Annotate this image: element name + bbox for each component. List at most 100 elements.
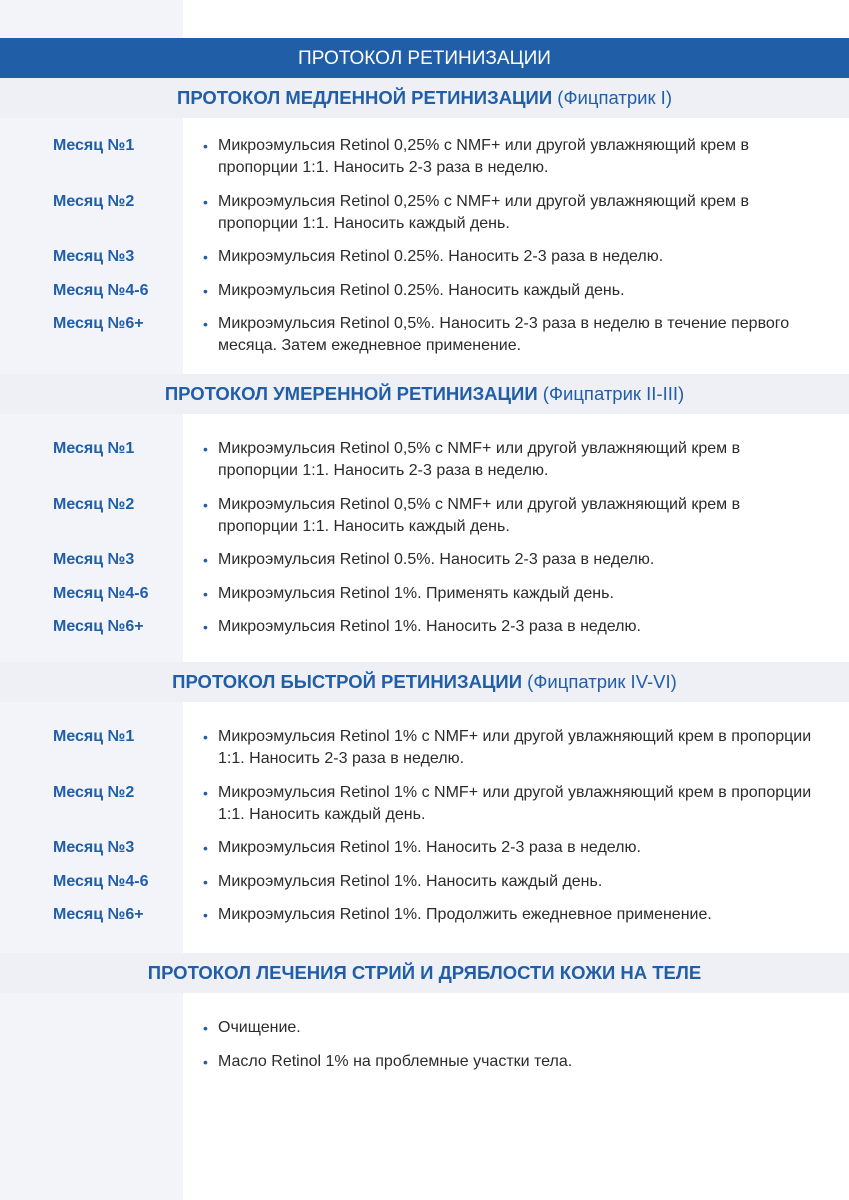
section-rows: Месяц №1 • Микроэмульсия Retinol 0,25% с N… <box>0 135 849 369</box>
item-text-container: • Микроэмульсия Retinol 0.25%. Наносить 2… <box>203 246 818 268</box>
list-item: Месяц №4-6 • Микроэмульсия Retinol 1%. При… <box>0 583 849 605</box>
item-text: Микроэмульсия Retinol 0,25% с NMF+ или д… <box>218 192 749 232</box>
section-title: ПРОТОКОЛ УМЕРЕННОЙ РЕТИНИЗАЦИИ <box>164 383 538 404</box>
item-text: Микроэмульсия Retinol 1%. Продолжить еже… <box>218 906 712 923</box>
bullet-icon: • <box>203 784 208 801</box>
list-item: Месяц №6+ • Микроэмульсия Retinol 0,5%. На… <box>0 313 849 357</box>
list-item: Месяц №4-6 • Микроэмульсия Retinol 1%. Нан… <box>0 871 849 893</box>
left-band <box>0 0 183 1200</box>
item-text: Микроэмульсия Retinol 1%. Наносить кажды… <box>218 872 603 890</box>
section-subtitle: (Фицпатрик II-III) <box>542 383 685 404</box>
item-text: Микроэмульсия Retinol 0,5% с NMF+ или др… <box>218 440 741 479</box>
month-label: Месяц №6+ <box>53 906 144 923</box>
section-heading: ПРОТОКОЛ ЛЕЧЕНИЯ СТРИЙ И ДРЯБЛОСТИ КОЖИ … <box>0 953 849 993</box>
item-text: Микроэмульсия Retinol 0,5% с NMF+ или др… <box>218 495 741 535</box>
item-text: Микроэмульсия Retinol 0.5%. Наносить 2-3… <box>218 551 655 568</box>
item-text-container: • Масло Retinol 1% на проблемные участки … <box>203 1051 818 1073</box>
month-label: Месяц №4-6 <box>53 872 149 890</box>
month-label: Месяц №1 <box>53 137 135 154</box>
bullet-icon: • <box>203 138 208 154</box>
month-label: Месяц №3 <box>53 551 135 568</box>
item-text-container: • Микроэмульсия Retinol 1% с NMF+ или дру… <box>203 782 818 826</box>
month-label <box>0 1017 203 1039</box>
section-rows: Месяц №1 • Микроэмульсия Retinol 1% с NMF+… <box>0 726 849 938</box>
month-label: Месяц №2 <box>53 192 135 210</box>
item-text: Микроэмульсия Retinol 1%. Наносить 2-3 р… <box>218 839 641 856</box>
item-text: Микроэмульсия Retinol 0.25%. Наносить 2-… <box>218 248 664 265</box>
bullet-icon: • <box>203 496 208 513</box>
bullet-icon: • <box>203 585 208 602</box>
item-text-container: • Микроэмульсия Retinol 0,5%. Наносить 2-… <box>203 313 818 357</box>
item-text: Микроэмульсия Retinol 1%. Наносить 2-3 р… <box>218 618 641 635</box>
month-label: Месяц №3 <box>53 248 135 265</box>
section-heading: ПРОТОКОЛ МЕДЛЕННОЙ РЕТИНИЗАЦИИ (Фицпатри… <box>0 78 849 118</box>
bullet-icon: • <box>203 873 208 890</box>
list-item: Месяц №1 • Микроэмульсия Retinol 1% с NMF+… <box>0 726 849 770</box>
section-title: ПРОТОКОЛ МЕДЛЕННОЙ РЕТИНИЗАЦИИ <box>177 87 553 108</box>
list-item: Месяц №3 • Микроэмульсия Retinol 0.5%. Нан… <box>0 549 849 571</box>
section-heading: ПРОТОКОЛ БЫСТРОЙ РЕТИНИЗАЦИИ (Фицпатрик … <box>0 662 849 702</box>
list-item: • Очищение. <box>0 1017 849 1039</box>
item-text-container: • Микроэмульсия Retinol 1%. Применять каж… <box>203 583 818 605</box>
bullet-icon: • <box>203 441 208 457</box>
bullet-icon: • <box>203 1054 208 1070</box>
month-label: Месяц №1 <box>53 728 135 745</box>
month-label: Месяц №2 <box>53 783 135 801</box>
item-text: Микроэмульсия Retinol 0,5%. Наносить 2-3… <box>218 315 790 354</box>
item-text-container: • Очищение. <box>203 1017 818 1039</box>
section-subtitle: (Фицпатрик IV-VI) <box>527 671 677 692</box>
bullet-icon: • <box>203 316 208 332</box>
list-item: Месяц №1 • Микроэмульсия Retinol 0,25% с N… <box>0 135 849 179</box>
item-text-container: • Микроэмульсия Retinol 0,25% с NMF+ или … <box>203 135 818 179</box>
item-text-container: • Микроэмульсия Retinol 0.25%. Наносить к… <box>203 280 818 302</box>
month-label: Месяц №4-6 <box>53 281 149 299</box>
page-title: ПРОТОКОЛ РЕТИНИЗАЦИИ <box>0 38 849 78</box>
list-item: • Масло Retinol 1% на проблемные участки … <box>0 1051 849 1073</box>
item-text: Масло Retinol 1% на проблемные участки т… <box>218 1053 573 1070</box>
bullet-icon: • <box>203 193 208 210</box>
bullet-icon: • <box>203 729 208 745</box>
item-text-container: • Микроэмульсия Retinol 1%. Наносить 2-3 … <box>203 616 818 638</box>
month-label: Месяц №4-6 <box>53 584 149 602</box>
item-text: Микроэмульсия Retinol 1%. Применять кажд… <box>218 584 614 602</box>
section-title: ПРОТОКОЛ ЛЕЧЕНИЯ СТРИЙ И ДРЯБЛОСТИ КОЖИ … <box>147 962 702 983</box>
month-label: Месяц №3 <box>53 839 135 856</box>
item-text-container: • Микроэмульсия Retinol 1% с NMF+ или дру… <box>203 726 818 770</box>
list-item: Месяц №2 • Микроэмульсия Retinol 0,5% с NM… <box>0 494 849 538</box>
section-rows: Месяц №1 • Микроэмульсия Retinol 0,5% с NM… <box>0 438 849 650</box>
item-text: Очищение. <box>218 1019 301 1036</box>
item-text-container: • Микроэмульсия Retinol 0,5% с NMF+ или д… <box>203 438 818 482</box>
item-text-container: • Микроэмульсия Retinol 1%. Наносить 2-3 … <box>203 837 818 859</box>
month-label: Месяц №6+ <box>53 618 144 635</box>
list-item: Месяц №1 • Микроэмульсия Retinol 0,5% с NM… <box>0 438 849 482</box>
list-item: Месяц №3 • Микроэмульсия Retinol 0.25%. На… <box>0 246 849 268</box>
item-text-container: • Микроэмульсия Retinol 0.5%. Наносить 2-… <box>203 549 818 571</box>
item-text-container: • Микроэмульсия Retinol 1%. Продолжить еж… <box>203 904 818 926</box>
item-text: Микроэмульсия Retinol 0,25% с NMF+ или д… <box>218 137 749 176</box>
month-label: Месяц №2 <box>53 495 135 513</box>
section-rows: • Очищение. • Масло Retinol 1% на проблемны… <box>0 1017 849 1085</box>
list-item: Месяц №6+ • Микроэмульсия Retinol 1%. Нано… <box>0 616 849 638</box>
month-label: Месяц №1 <box>53 440 135 457</box>
list-item: Месяц №4-6 • Микроэмульсия Retinol 0.25%. … <box>0 280 849 302</box>
list-item: Месяц №2 • Микроэмульсия Retinol 1% с NMF+… <box>0 782 849 826</box>
bullet-icon: • <box>203 840 208 856</box>
item-text-container: • Микроэмульсия Retinol 0,5% с NMF+ или д… <box>203 494 818 538</box>
item-text: Микроэмульсия Retinol 1% с NMF+ или друг… <box>218 728 812 767</box>
item-text-container: • Микроэмульсия Retinol 1%. Наносить кажд… <box>203 871 818 893</box>
bullet-icon: • <box>203 249 208 265</box>
bullet-icon: • <box>203 552 208 568</box>
item-text: Микроэмульсия Retinol 0.25%. Наносить ка… <box>218 281 625 299</box>
list-item: Месяц №6+ • Микроэмульсия Retinol 1%. Прод… <box>0 904 849 926</box>
section-title: ПРОТОКОЛ БЫСТРОЙ РЕТИНИЗАЦИИ <box>172 671 523 692</box>
list-item: Месяц №3 • Микроэмульсия Retinol 1%. Нанос… <box>0 837 849 859</box>
section-subtitle: (Фицпатрик I) <box>557 87 672 108</box>
bullet-icon: • <box>203 907 208 923</box>
section-heading: ПРОТОКОЛ УМЕРЕННОЙ РЕТИНИЗАЦИИ (Фицпатри… <box>0 374 849 414</box>
item-text-container: • Микроэмульсия Retinol 0,25% с NMF+ или … <box>203 191 818 235</box>
bullet-icon: • <box>203 282 208 299</box>
month-label <box>0 1051 203 1073</box>
item-text: Микроэмульсия Retinol 1% с NMF+ или друг… <box>218 783 812 823</box>
month-label: Месяц №6+ <box>53 315 144 332</box>
bullet-icon: • <box>203 1020 208 1036</box>
